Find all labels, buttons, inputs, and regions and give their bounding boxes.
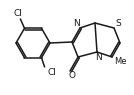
Text: Cl: Cl	[47, 68, 56, 77]
Text: Me: Me	[114, 57, 126, 65]
Text: S: S	[115, 19, 121, 27]
Text: O: O	[68, 72, 75, 80]
Text: N: N	[96, 53, 102, 61]
Text: Cl: Cl	[13, 9, 22, 18]
Text: N: N	[74, 19, 80, 27]
